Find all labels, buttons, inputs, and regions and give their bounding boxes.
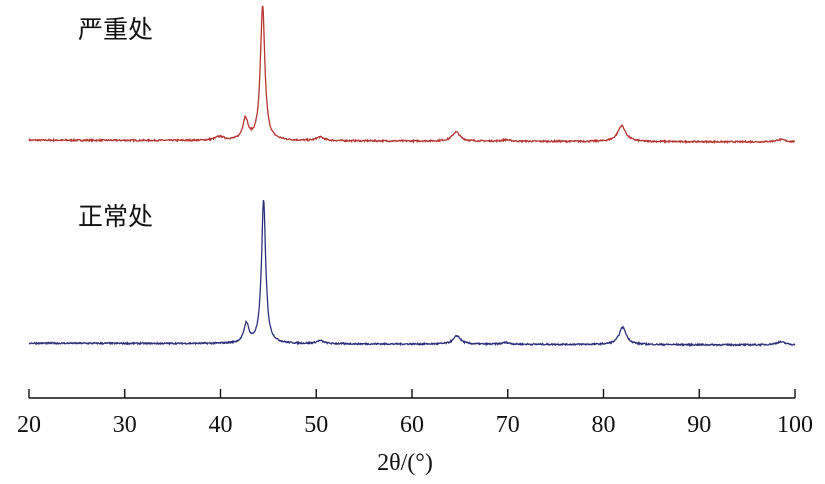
x-tick-label: 70 [496, 412, 520, 438]
x-tick-label: 90 [687, 412, 711, 438]
x-axis: 20 30 40 50 60 70 80 90 100 [17, 389, 813, 438]
series-label-severe: 严重处 [78, 15, 153, 44]
x-tick-label: 50 [304, 412, 328, 438]
series-line-1 [28, 199, 796, 348]
x-tick-label: 100 [777, 412, 813, 438]
x-tick-label: 20 [17, 412, 41, 438]
x-tick-label: 80 [592, 412, 616, 438]
series-line-0 [28, 5, 796, 145]
series-layer [28, 5, 796, 348]
series-label-normal: 正常处 [78, 202, 153, 231]
x-axis-title: 2θ/(°) [377, 450, 433, 476]
x-tick-label: 30 [113, 412, 137, 438]
x-tick-label: 40 [209, 412, 233, 438]
x-tick-label: 60 [400, 412, 424, 438]
